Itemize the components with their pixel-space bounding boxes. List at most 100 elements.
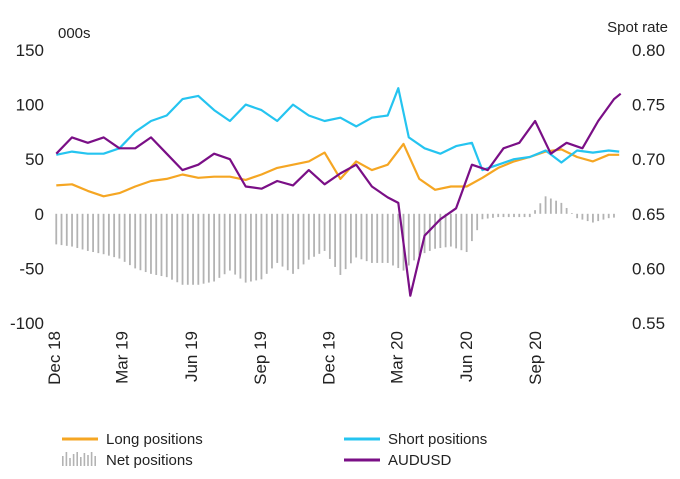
- net-position-bar: [570, 213, 573, 214]
- net-position-bar: [165, 213, 168, 278]
- net-position-bar: [555, 200, 557, 214]
- net-position-bar: [497, 213, 500, 218]
- net-position-bar: [460, 213, 463, 251]
- legend-swatch-bar: [87, 455, 89, 466]
- legend-swatch-bar: [69, 458, 71, 466]
- net-position-bar: [471, 213, 473, 242]
- net-position-bar: [76, 213, 79, 249]
- net-position-bar: [560, 202, 563, 214]
- net-position-bar: [302, 213, 305, 265]
- net-position-bar: [123, 213, 126, 262]
- right-axis-title: Spot rate: [607, 19, 668, 36]
- net-position-bar: [213, 213, 215, 282]
- net-position-bar: [97, 213, 100, 254]
- net-position-bar: [218, 213, 221, 278]
- net-position-bar: [134, 213, 137, 269]
- legend-swatch-bar: [94, 456, 96, 466]
- net-position-bar: [255, 213, 258, 281]
- net-position-bar: [576, 213, 579, 219]
- net-position-bar: [518, 213, 521, 218]
- net-position-bar: [444, 213, 447, 248]
- right-tick-label: 0.65: [632, 205, 665, 224]
- net-position-bar: [449, 213, 452, 247]
- legend-swatch-bar: [76, 452, 78, 466]
- net-position-bar: [439, 213, 442, 249]
- x-tick-label: Dec 18: [45, 331, 64, 385]
- net-position-bar: [418, 213, 421, 256]
- net-position-bar: [228, 213, 231, 271]
- x-tick-label: Mar 20: [388, 331, 407, 384]
- net-position-bar: [465, 213, 468, 253]
- legend-swatch-bar: [72, 454, 75, 466]
- left-tick-label: -50: [19, 259, 44, 278]
- net-position-bar: [502, 213, 505, 218]
- net-position-bar: [286, 213, 289, 271]
- legend-swatch: [62, 452, 96, 466]
- net-position-bar: [344, 213, 347, 270]
- legend-label: Long positions: [106, 431, 203, 448]
- net-position-bar: [318, 213, 321, 254]
- net-position-bar: [113, 213, 116, 258]
- net-position-bar: [544, 196, 547, 214]
- right-tick-label: 0.55: [632, 314, 665, 333]
- left-tick-label: 150: [16, 41, 44, 60]
- net-position-bar: [607, 213, 610, 219]
- net-position-bar: [276, 213, 279, 263]
- net-position-bar: [565, 207, 568, 214]
- x-tick-label: Sep 20: [526, 331, 545, 385]
- net-position-bar: [376, 213, 379, 263]
- net-position-bar: [323, 213, 326, 251]
- legend-swatch-bar: [83, 453, 86, 466]
- net-position-bar: [192, 213, 194, 285]
- net-position-bar: [244, 213, 247, 283]
- net-position-bar: [223, 213, 226, 275]
- net-position-bar: [313, 213, 315, 257]
- right-tick-label: 0.70: [632, 150, 665, 169]
- net-position-bar: [597, 213, 600, 222]
- net-position-bar: [118, 213, 121, 259]
- legend-label: Net positions: [106, 452, 193, 469]
- net-position-bar: [476, 213, 479, 231]
- legend-swatch-bar: [65, 452, 68, 466]
- net-position-bar: [234, 213, 237, 275]
- series-lines: [55, 87, 622, 297]
- net-position-bar: [423, 213, 426, 254]
- net-position-bar: [602, 213, 605, 220]
- net-position-bar: [292, 213, 294, 274]
- legend-swatch-bar: [62, 456, 64, 466]
- net-position-bar: [355, 213, 358, 258]
- net-position-bar: [102, 213, 105, 255]
- net-position-bar: [144, 213, 147, 273]
- x-tick-label: Sep 19: [251, 331, 270, 385]
- net-position-bar: [397, 213, 400, 269]
- net-position-bar: [371, 213, 373, 263]
- net-position-bar: [407, 213, 410, 266]
- left-axis-ticks: 150 100 50 0 -50 -100: [10, 41, 44, 333]
- net-position-bar: [613, 213, 615, 218]
- long-positions-line: [56, 142, 620, 198]
- net-position-bar: [481, 213, 484, 220]
- right-tick-label: 0.80: [632, 41, 665, 60]
- legend-label: Short positions: [388, 431, 487, 448]
- net-position-bar: [150, 213, 152, 274]
- net-position-bar: [413, 213, 415, 261]
- net-position-bar: [386, 213, 389, 263]
- net-position-bar: [250, 213, 252, 282]
- net-position-bar: [86, 213, 89, 251]
- net-position-bar: [349, 213, 352, 264]
- net-position-bar: [592, 213, 594, 223]
- net-position-bar: [365, 213, 368, 262]
- audusd-line: [55, 92, 622, 297]
- net-position-bar: [360, 213, 363, 260]
- left-tick-label: 50: [25, 150, 44, 169]
- left-tick-label: 0: [35, 205, 44, 224]
- net-position-bar: [534, 210, 536, 214]
- net-position-bar: [428, 213, 431, 251]
- net-position-bar: [586, 213, 589, 222]
- net-position-bar: [486, 213, 489, 219]
- left-axis-title: 000s: [58, 25, 91, 42]
- net-position-bar: [160, 213, 163, 277]
- x-axis-ticks: Dec 18 Mar 19 Jun 19 Sep 19 Dec 19 Mar 20 Jun …: [45, 331, 545, 385]
- net-position-bar: [197, 213, 200, 285]
